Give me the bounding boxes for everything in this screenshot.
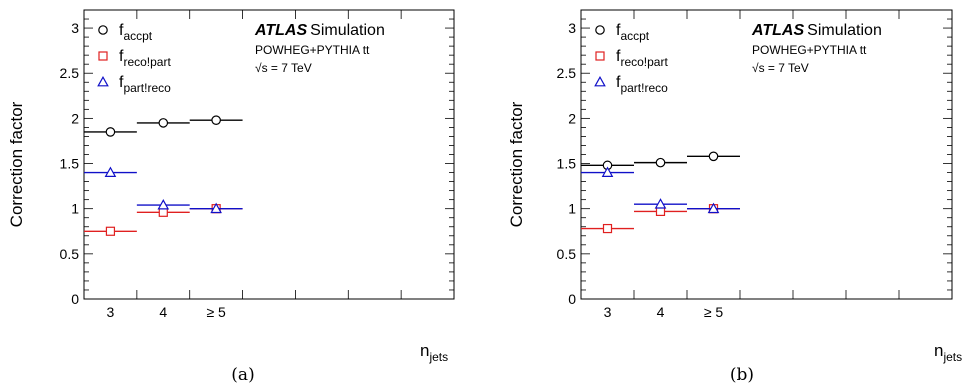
generator-label-tbar: t [366,43,370,57]
generator-label-tbar: t [863,43,867,57]
atlas-label-suffix: Simulation [310,22,385,39]
legend-entry-main: f [119,74,124,91]
data-point [211,115,221,125]
data-point [602,223,613,234]
panel-caption: (b) [730,365,754,385]
legend-marker [98,25,108,35]
data-point [655,157,666,168]
y-tick-label: 1 [568,201,576,217]
legend-marker [595,51,605,61]
data-point [105,127,116,137]
y-tick-label: 2 [71,110,79,126]
legend-marker [595,25,605,35]
atlas-label-bold: ATLAS [751,22,804,39]
energy-label-value: = 7 TeV [268,61,312,75]
legend-entry-main: f [616,74,621,91]
legend-entry-main: f [119,48,124,65]
data-point [158,207,168,217]
data-point [708,151,719,162]
panel-caption: (a) [231,365,254,385]
legend-entry-sub: accpt [123,29,152,43]
energy-label-value: = 7 TeV [765,61,809,75]
series-triangle [84,166,243,214]
x-axis-label-main: n [420,341,429,360]
x-axis-label-sub: jets [942,350,962,364]
legend-entry: fpart!reco [616,74,668,95]
series-triangle [581,166,740,214]
legend-entry: faccpt [616,22,650,43]
y-tick-label: 1.5 [60,156,80,172]
legend-entry-main: f [119,22,124,39]
y-tick-label: 2.5 [557,65,577,81]
y-axis-label: Correction factor [7,101,26,227]
generator-label: POWHEG+PYTHIA tt [255,43,370,57]
chart-panel-b: 0 0.5 1 1.5 2 2.5 3 3 4 ≥ 5 Correction factor njets… [507,9,962,385]
generator-label-main: POWHEG+PYTHIA t [752,43,864,57]
data-point [654,198,667,209]
x-tick-label: ≥ 5 [206,304,226,320]
y-tick-label: 3 [71,20,79,36]
energy-label: √s = 7 TeV [255,61,312,75]
data-point [210,202,222,214]
data-point [655,206,666,216]
series-circle [581,151,740,171]
y-tick-label: 1.5 [557,156,577,172]
chart-panel-a: 0 0.5 1 1.5 2 2.5 3 3 4 ≥ 5 Correction factor njets… [7,9,455,385]
energy-label-sqrt: √s [752,61,765,75]
data-point [157,199,170,210]
atlas-label: ATLAS Simulation [751,22,882,39]
atlas-label-suffix: Simulation [807,22,882,39]
data-point [158,118,169,128]
data-point [707,202,720,214]
legend-entry-sub: reco!part [123,55,171,69]
legend-entry-main: f [616,48,621,65]
x-axis-label: njets [420,341,448,364]
legend-entry-sub: reco!part [620,55,668,69]
legend-marker [98,51,108,61]
generator-label: POWHEG+PYTHIA tt [752,43,867,57]
legend-entry-main: f [616,22,621,39]
series-circle [84,115,243,137]
x-tick-label: 4 [159,304,167,320]
y-tick-label: 0 [568,291,576,307]
y-tick-label: 0 [71,291,79,307]
data-point [105,226,116,236]
y-tick-label: 2.5 [60,65,80,81]
energy-label: √s = 7 TeV [752,61,809,75]
legend-marker [594,75,606,87]
y-tick-label: 3 [568,20,576,36]
legend-marker [97,75,109,87]
energy-label-sqrt: √s [255,61,268,75]
generator-label-main: POWHEG+PYTHIA t [255,43,367,57]
y-axis-label: Correction factor [507,101,526,227]
x-tick-label: 3 [604,304,612,320]
x-axis-label: njets [934,341,962,364]
y-tick-label: 1 [71,201,79,217]
y-tick-label: 0.5 [60,246,80,262]
legend-entry-sub: accpt [620,29,649,43]
data-point [104,166,117,177]
x-tick-label: ≥ 5 [704,304,724,320]
legend-entry: fpart!reco [119,74,171,95]
legend-entry-sub: part!reco [620,81,668,95]
atlas-label: ATLAS Simulation [254,22,385,39]
legend-entry-sub: part!reco [123,81,171,95]
x-axis-label-main: n [934,341,943,360]
legend-entry: faccpt [119,22,153,43]
x-tick-label: 3 [107,304,115,320]
data-point [601,166,614,177]
legend-entry: freco!part [616,48,668,69]
x-axis-label-sub: jets [428,350,448,364]
y-tick-label: 2 [568,110,576,126]
y-tick-label: 0.5 [557,246,577,262]
x-tick-label: 4 [657,304,665,320]
atlas-label-bold: ATLAS [254,22,307,39]
legend-entry: freco!part [119,48,171,69]
